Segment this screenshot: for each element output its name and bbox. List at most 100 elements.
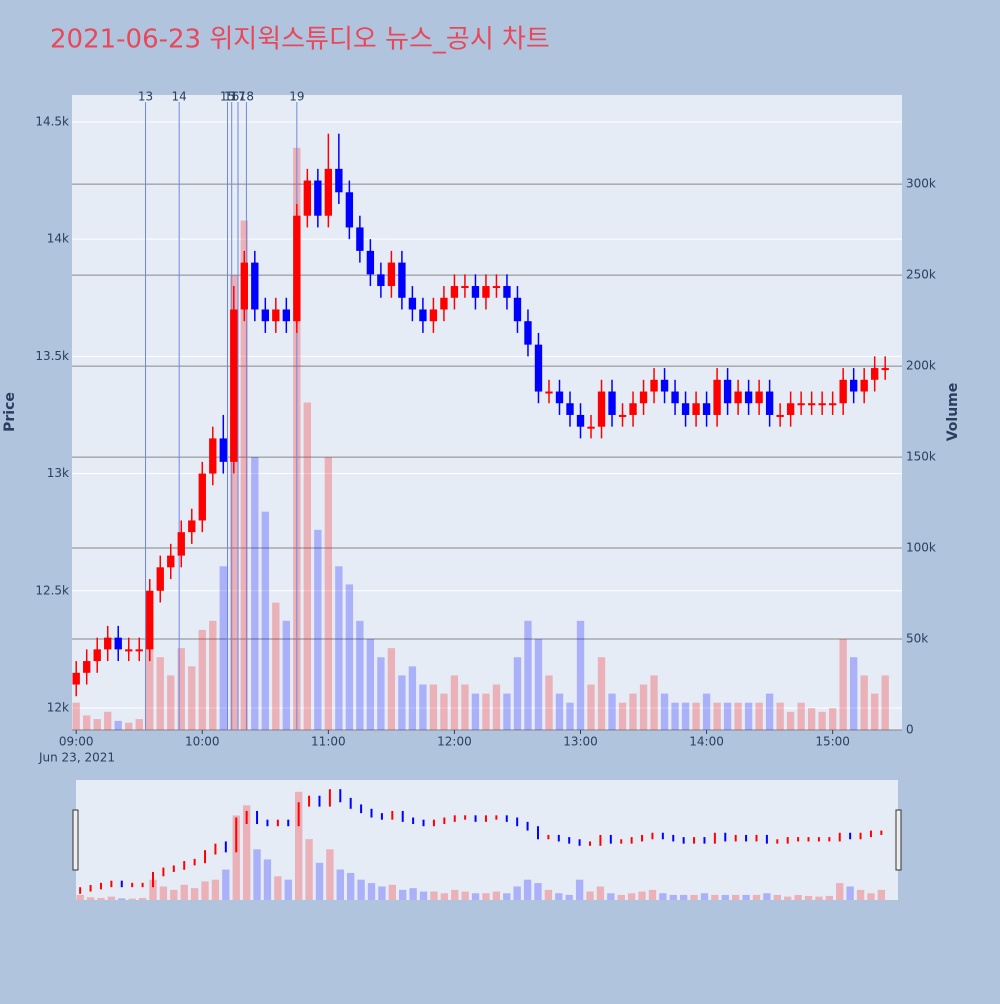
volume-bar: [198, 629, 206, 730]
volume-bar: [93, 719, 101, 730]
slider-volume-bar: [638, 891, 646, 900]
candle-body: [881, 368, 889, 371]
candle-body: [755, 391, 763, 404]
event-label: 15: [220, 90, 235, 104]
volume-bar: [167, 675, 175, 730]
y-tick-label: 14.5k: [35, 114, 69, 128]
volume-bar: [429, 684, 438, 730]
candle-body: [398, 262, 406, 298]
candle-body: [114, 637, 122, 650]
slider-volume-bar: [242, 805, 251, 900]
candle-body: [723, 379, 732, 404]
event-label: 17: [230, 90, 245, 104]
candle-body: [209, 438, 217, 474]
slider-volume-bar: [877, 889, 886, 900]
candle-body: [734, 391, 742, 404]
volume-bar: [188, 666, 196, 730]
slider-volume-bar: [711, 894, 719, 900]
candle-body: [587, 426, 595, 429]
x-tick-label: 14:00: [689, 735, 724, 749]
candle-body: [188, 520, 196, 533]
volume-bar: [534, 639, 543, 730]
x-tick-label: 12:00: [437, 735, 472, 749]
candle-body: [440, 297, 448, 310]
candle-body: [282, 309, 291, 322]
slider-volume-bar: [856, 889, 865, 900]
slider-volume-bar: [170, 889, 178, 900]
candle-body: [230, 309, 238, 462]
volume-bar: [324, 457, 333, 730]
chart-title: 2021-06-23 위지윅스튜디오 뉴스_공시 차트: [50, 25, 550, 55]
volume-bar: [786, 711, 795, 730]
slider-volume-bar: [440, 893, 449, 900]
slider-handle[interactable]: [72, 809, 79, 871]
slider-volume-bar: [409, 888, 417, 900]
volume-bar: [335, 566, 343, 730]
candle-body: [482, 286, 490, 298]
y-tick-label: 13.5k: [35, 349, 69, 363]
slider-handle[interactable]: [895, 809, 902, 871]
candle-body: [786, 403, 795, 415]
slider-volume-bar: [700, 893, 709, 900]
slider-volume-bar: [388, 884, 396, 900]
candle-body: [744, 391, 753, 404]
slider-volume-bar: [555, 893, 563, 900]
y2-tick-label: 50k: [906, 632, 928, 646]
candle-body: [146, 590, 154, 650]
slider-volume-bar: [347, 872, 355, 900]
event-label: 13: [138, 90, 153, 104]
volume-bar: [566, 702, 574, 730]
slider-volume-bar: [461, 891, 469, 900]
candle-body: [167, 555, 175, 568]
slider-volume-bar: [825, 895, 834, 900]
candle-body: [261, 309, 269, 322]
candle-body: [681, 403, 690, 415]
volume-bar: [797, 702, 805, 730]
candle-body: [93, 649, 101, 662]
volume-bar: [461, 684, 469, 730]
slider-volume-bar: [430, 891, 438, 900]
candle-body: [545, 391, 553, 394]
plot-area: [72, 95, 902, 730]
volume-bar: [303, 402, 312, 730]
volume-bar: [723, 702, 732, 730]
candle-body: [429, 309, 438, 322]
slider-volume-bar: [336, 869, 344, 900]
volume-bar: [744, 702, 753, 730]
volume-bar: [471, 693, 480, 730]
slider-volume-bar: [721, 894, 729, 900]
volume-bar: [450, 675, 459, 730]
slider-volume-bar: [190, 888, 199, 900]
volume-bar: [839, 639, 847, 730]
slider-volume-bar: [482, 893, 490, 900]
slider-volume-bar: [575, 879, 584, 900]
y2-tick-label: 300k: [906, 177, 936, 191]
candle-body: [513, 297, 522, 322]
candle-body: [156, 567, 164, 591]
candle-body: [639, 391, 648, 404]
slider-volume-bar: [752, 894, 761, 900]
candle-body: [177, 532, 185, 556]
volume-bar: [776, 702, 784, 730]
slider-volume-bar: [419, 891, 428, 900]
y-tick-label: 12.5k: [35, 583, 69, 597]
y2-tick-label: 150k: [906, 450, 936, 464]
slider-volume-bar: [211, 879, 220, 900]
candle-body: [871, 368, 879, 380]
candle-body: [303, 180, 312, 216]
x-date-label: Jun 23, 2021: [38, 751, 115, 765]
slider-volume-bar: [284, 879, 292, 900]
volume-bar: [608, 693, 616, 730]
volume-bar: [860, 675, 868, 730]
slider-volume-bar: [222, 869, 230, 900]
volume-bar: [272, 602, 280, 730]
candle-body: [198, 473, 206, 521]
candle-body: [713, 379, 721, 415]
volume-bar: [114, 720, 122, 730]
x-tick-label: 09:00: [59, 735, 94, 749]
volume-bar: [398, 675, 406, 730]
volume-bar: [72, 702, 80, 730]
candle-body: [849, 379, 858, 392]
candle-body: [345, 192, 354, 228]
